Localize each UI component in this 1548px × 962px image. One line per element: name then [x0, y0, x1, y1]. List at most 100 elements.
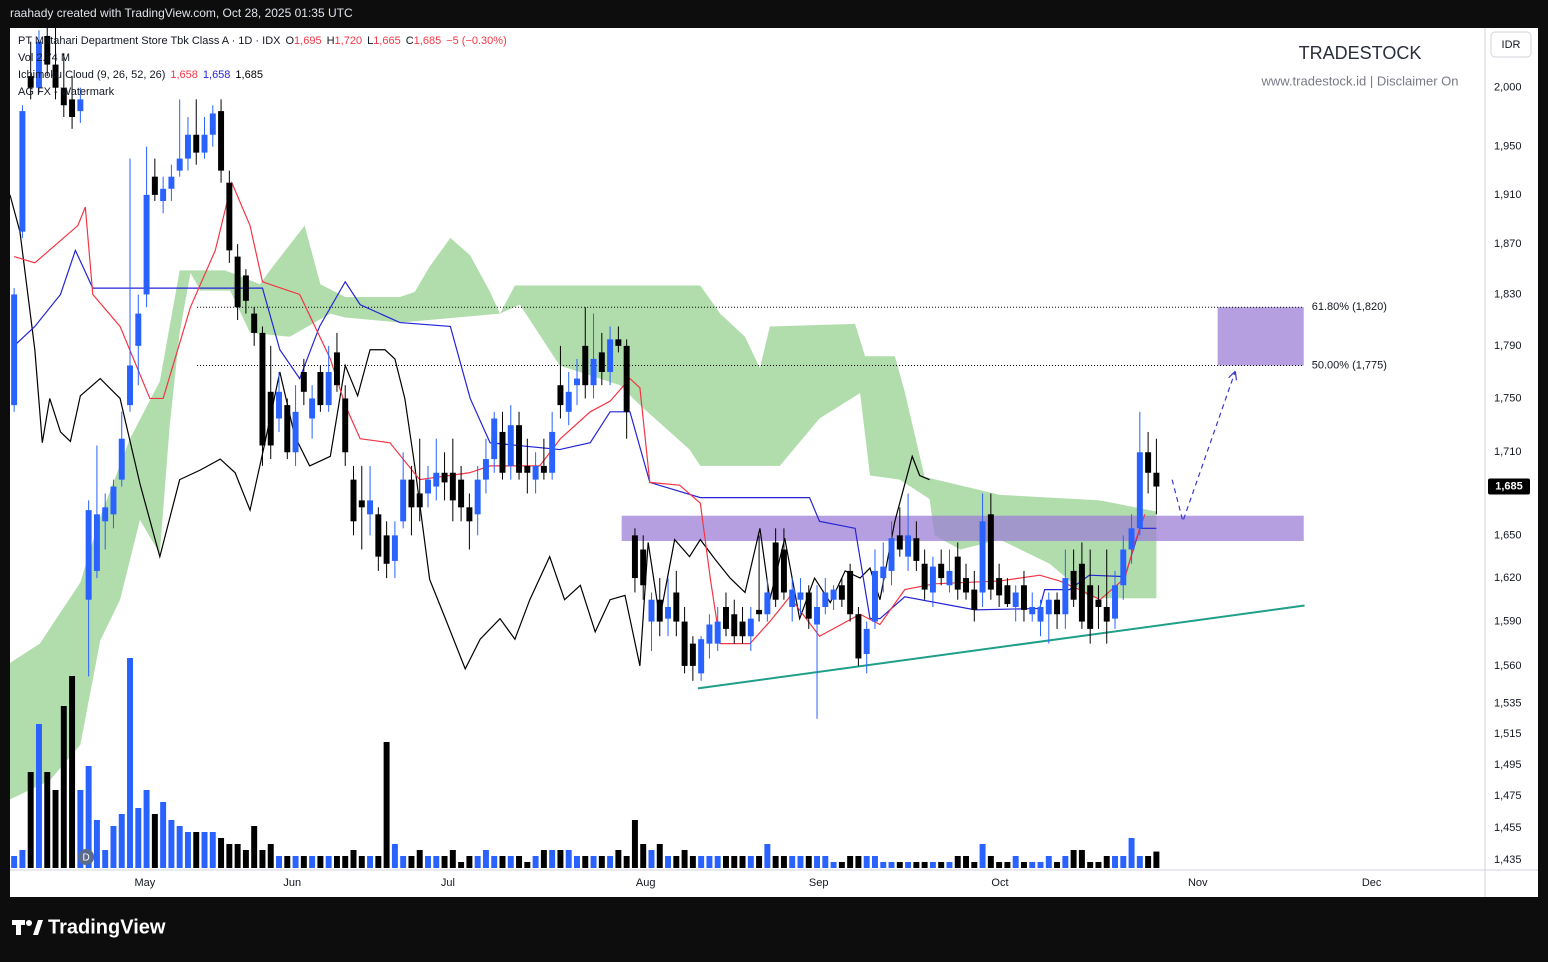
candle-body — [160, 188, 167, 201]
volume-bar — [1120, 856, 1127, 868]
candle-body — [863, 628, 870, 654]
volume-bar — [209, 832, 216, 868]
y-tick-label: 1,950 — [1494, 141, 1522, 153]
x-tick-label: Dec — [1362, 877, 1382, 889]
candle-body — [425, 479, 431, 494]
volume-bar — [764, 844, 771, 868]
y-tick-label: 1,435 — [1494, 854, 1522, 866]
ichimoku-cloud — [10, 225, 1157, 800]
volume-bar — [631, 820, 638, 868]
candle-body — [1062, 578, 1069, 615]
volume-bar — [35, 724, 42, 868]
volume-bar — [780, 856, 787, 868]
candle-body — [400, 479, 407, 522]
indicator-value: 1,658 — [203, 69, 231, 81]
volume-bar — [118, 814, 125, 868]
volume-bar — [847, 856, 854, 868]
y-tick-label: 1,870 — [1494, 238, 1522, 250]
volume-bar — [524, 862, 531, 868]
volume-bar — [1054, 862, 1061, 868]
volume-bar — [52, 790, 59, 868]
candle-body — [665, 606, 672, 619]
candle-body — [516, 425, 523, 473]
candle-body — [491, 418, 498, 460]
y-tick-label: 2,000 — [1494, 82, 1522, 94]
candle-body — [722, 606, 729, 629]
indicator-name: Ichimoku Cloud (9, 26, 52, 26) — [18, 69, 165, 81]
candle-body — [698, 639, 705, 674]
ohlc-label: L — [367, 35, 373, 47]
x-tick-label: Jun — [283, 877, 301, 889]
candle-body — [482, 459, 489, 480]
candle-body — [110, 486, 117, 515]
volume-bar — [665, 856, 672, 868]
volume-bar — [574, 856, 580, 868]
y-tick-label: 1,535 — [1494, 697, 1522, 709]
candle-body — [458, 479, 465, 508]
volume-bar — [540, 850, 547, 868]
volume-bar — [838, 862, 845, 868]
ohlc-value: 1,685 — [414, 35, 442, 47]
volume-bar — [549, 850, 556, 868]
candle-body — [822, 592, 829, 607]
volume-bar — [284, 856, 291, 868]
volume-bar — [689, 856, 696, 868]
candle-body — [1145, 452, 1152, 473]
volume-bar — [1136, 856, 1143, 868]
volume-bar — [996, 862, 1003, 868]
candle-body — [226, 182, 233, 251]
volume-bar — [1112, 856, 1118, 868]
candle-body — [201, 134, 208, 153]
volume-bar — [1078, 850, 1085, 868]
candle-body — [325, 372, 332, 406]
candle-body — [615, 339, 622, 346]
candle-body — [631, 535, 638, 579]
ohlc-label: C — [406, 35, 414, 47]
candle-body — [929, 566, 936, 593]
candle-body — [358, 500, 365, 508]
volume-bar — [971, 862, 978, 868]
volume-bar — [160, 802, 167, 868]
candle-body — [805, 592, 812, 619]
candle-body — [127, 365, 133, 406]
candle-body — [416, 493, 423, 508]
volume-bar — [822, 856, 829, 868]
volume-bar — [871, 856, 878, 868]
candle-body — [1103, 606, 1110, 622]
volume-bar — [747, 856, 754, 868]
volume-legend: Vol 2.74 M — [18, 52, 70, 64]
candle-body — [921, 563, 928, 590]
legend-row: PT Matahari Department Store Tbk Class A… — [18, 35, 507, 47]
candle-body — [1087, 585, 1094, 629]
candle-body — [19, 111, 26, 232]
volume-bar — [516, 856, 523, 868]
candle-body — [764, 592, 771, 615]
candle-body — [135, 313, 142, 346]
candle-body — [855, 614, 862, 659]
volume-bar — [532, 856, 539, 868]
volume-bar — [582, 856, 589, 868]
candle-body — [176, 158, 183, 171]
tradingview-logo — [12, 920, 43, 935]
x-tick-label: Aug — [636, 877, 656, 889]
fib-label: 50.00% (1,775) — [1312, 359, 1387, 371]
candle-body — [888, 538, 895, 571]
volume-bar — [1070, 850, 1077, 868]
x-tick-label: Jul — [441, 877, 455, 889]
candle-body — [905, 535, 912, 557]
candle-body — [1136, 452, 1143, 529]
volume-bar — [1062, 856, 1069, 868]
volume-bar — [292, 856, 299, 868]
candle-body — [93, 514, 100, 571]
candle-body — [77, 99, 84, 112]
candle-body — [433, 472, 440, 487]
candle-body — [648, 599, 655, 622]
volume-bar — [69, 676, 76, 868]
candle-body — [549, 431, 556, 473]
price-zone — [1217, 307, 1304, 366]
logo-part — [26, 920, 32, 926]
volume-bar — [85, 766, 92, 868]
candle-body — [946, 570, 953, 586]
candle-body — [44, 35, 51, 65]
